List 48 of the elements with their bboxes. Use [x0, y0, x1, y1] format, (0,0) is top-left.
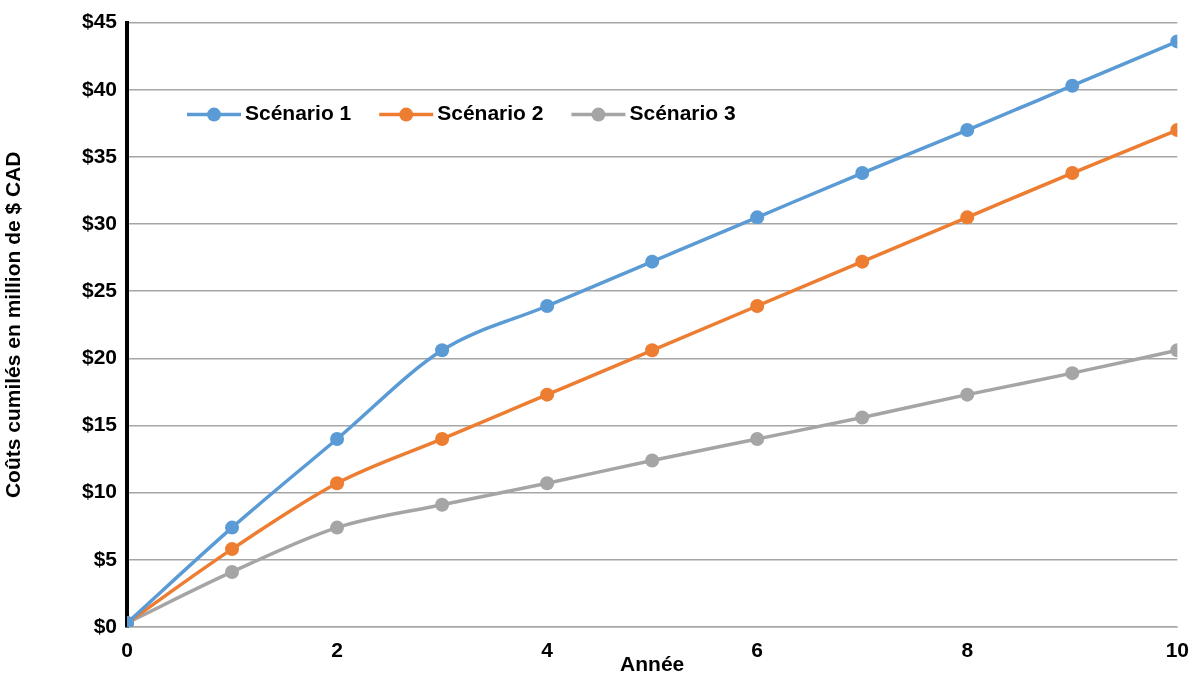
x-tick-label: 0 — [121, 638, 133, 662]
legend-label: Scénario 1 — [245, 101, 352, 125]
point — [540, 299, 555, 313]
y-tick-label: $25 — [81, 278, 118, 302]
y-tick-label: $35 — [81, 143, 118, 167]
y-axis-title: Coûts cumilés en million de $ CAD — [1, 151, 25, 499]
point — [750, 210, 765, 225]
y-tick-label: $10 — [81, 479, 117, 503]
point — [540, 476, 555, 491]
point — [225, 542, 240, 557]
point — [960, 387, 975, 402]
point — [225, 520, 240, 535]
legend-label: Scénario 3 — [629, 101, 736, 125]
point — [1065, 166, 1080, 181]
y-tick-label: $40 — [81, 76, 117, 100]
point — [435, 343, 450, 358]
y-tick-label: $45 — [81, 9, 118, 33]
point — [1065, 78, 1080, 93]
point — [645, 343, 660, 358]
x-tick-label: 4 — [541, 638, 554, 662]
point — [960, 210, 975, 225]
x-axis-title: Année — [620, 651, 685, 674]
point — [1065, 366, 1080, 381]
x-tick-label: 8 — [961, 638, 974, 662]
point — [645, 453, 660, 468]
point — [855, 254, 870, 269]
point — [855, 410, 870, 425]
point — [855, 166, 870, 181]
point — [960, 123, 975, 138]
point — [330, 520, 345, 535]
y-tick-label: $5 — [93, 546, 118, 570]
y-tick-label: $30 — [81, 210, 117, 234]
point — [645, 254, 660, 269]
x-tick-label: 2 — [331, 638, 343, 662]
point — [330, 431, 345, 446]
y-tick-label: $0 — [93, 613, 117, 637]
x-tick-label: 10 — [1165, 638, 1189, 662]
point — [435, 497, 450, 512]
y-tick-label: $20 — [81, 345, 117, 369]
point — [435, 431, 450, 446]
legend-label: Scénario 2 — [437, 101, 544, 125]
point — [750, 299, 765, 313]
point — [225, 564, 240, 579]
x-tick-label: 6 — [751, 638, 764, 662]
y-tick-label: $15 — [81, 412, 118, 436]
point — [750, 431, 765, 446]
point — [330, 476, 345, 491]
point — [540, 387, 555, 402]
